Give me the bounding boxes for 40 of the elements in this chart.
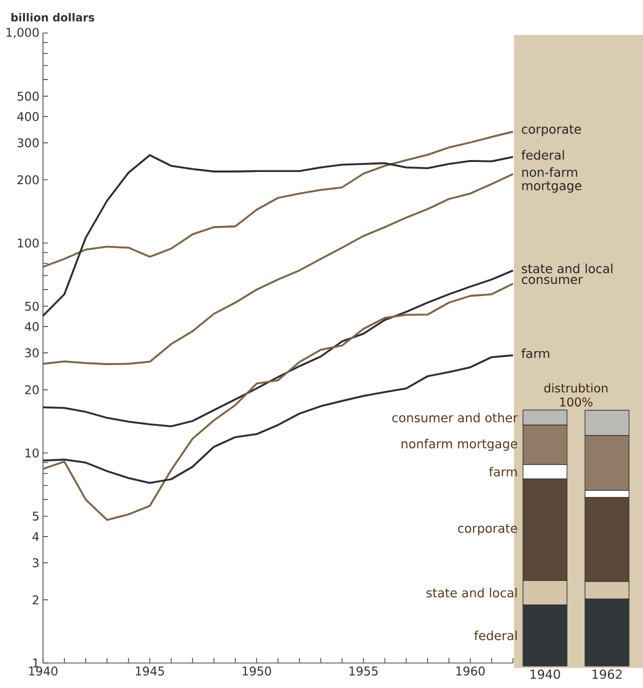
y-tick-label: 30 <box>25 348 39 358</box>
y-tick-label: 300 <box>18 138 39 148</box>
series-label: consumer <box>522 276 583 284</box>
y-tick-label: 1,000 <box>6 28 39 38</box>
y-tick-label: 1 <box>33 658 38 668</box>
line-series <box>42 130 514 268</box>
chart-subtitle: 100% <box>560 397 592 406</box>
y-tick-label: 200 <box>18 175 39 184</box>
series-label: non-farm mortgage <box>522 167 582 193</box>
series-label: farm <box>521 348 550 358</box>
series-label: federal <box>521 150 564 160</box>
y-tick-label: 500 <box>18 92 39 101</box>
y-tick-label: 50 <box>25 302 39 311</box>
series-label: corporate <box>522 124 581 136</box>
y-tick-label: 40 <box>24 322 39 332</box>
y-tick-label: 400 <box>17 112 39 122</box>
line-series <box>42 173 514 366</box>
series-label: state and local <box>426 588 517 598</box>
chart-title: distrubtion <box>544 383 608 393</box>
x-tick-label: 1940 <box>530 670 560 679</box>
y-tick-label: 5 <box>32 512 38 521</box>
y-tick-label: 10 <box>26 448 39 458</box>
x-tick-label: 1962 <box>592 670 622 679</box>
y-tick-label: 2 <box>32 595 38 604</box>
series-label: corporate <box>458 524 518 536</box>
series-label: nonfarm mortgage <box>402 438 518 451</box>
series-label: farm <box>489 466 517 477</box>
x-tick-label: 1940 <box>29 666 58 676</box>
y-tick-label: 20 <box>25 385 39 394</box>
x-tick-label: 1945 <box>136 666 164 676</box>
y-axis-title: billion dollars <box>11 12 94 22</box>
x-tick-label: 1960 <box>456 666 485 676</box>
y-tick-label: 100 <box>18 238 39 248</box>
series-label: consumer and other <box>392 412 518 422</box>
y-tick-label: 4 <box>32 532 39 541</box>
series-label: state and local <box>522 264 612 274</box>
y-tick-label: 3 <box>32 558 39 568</box>
series-label: federal <box>474 630 517 640</box>
x-tick-label: 1955 <box>350 666 378 676</box>
x-tick-label: 1950 <box>242 666 272 676</box>
